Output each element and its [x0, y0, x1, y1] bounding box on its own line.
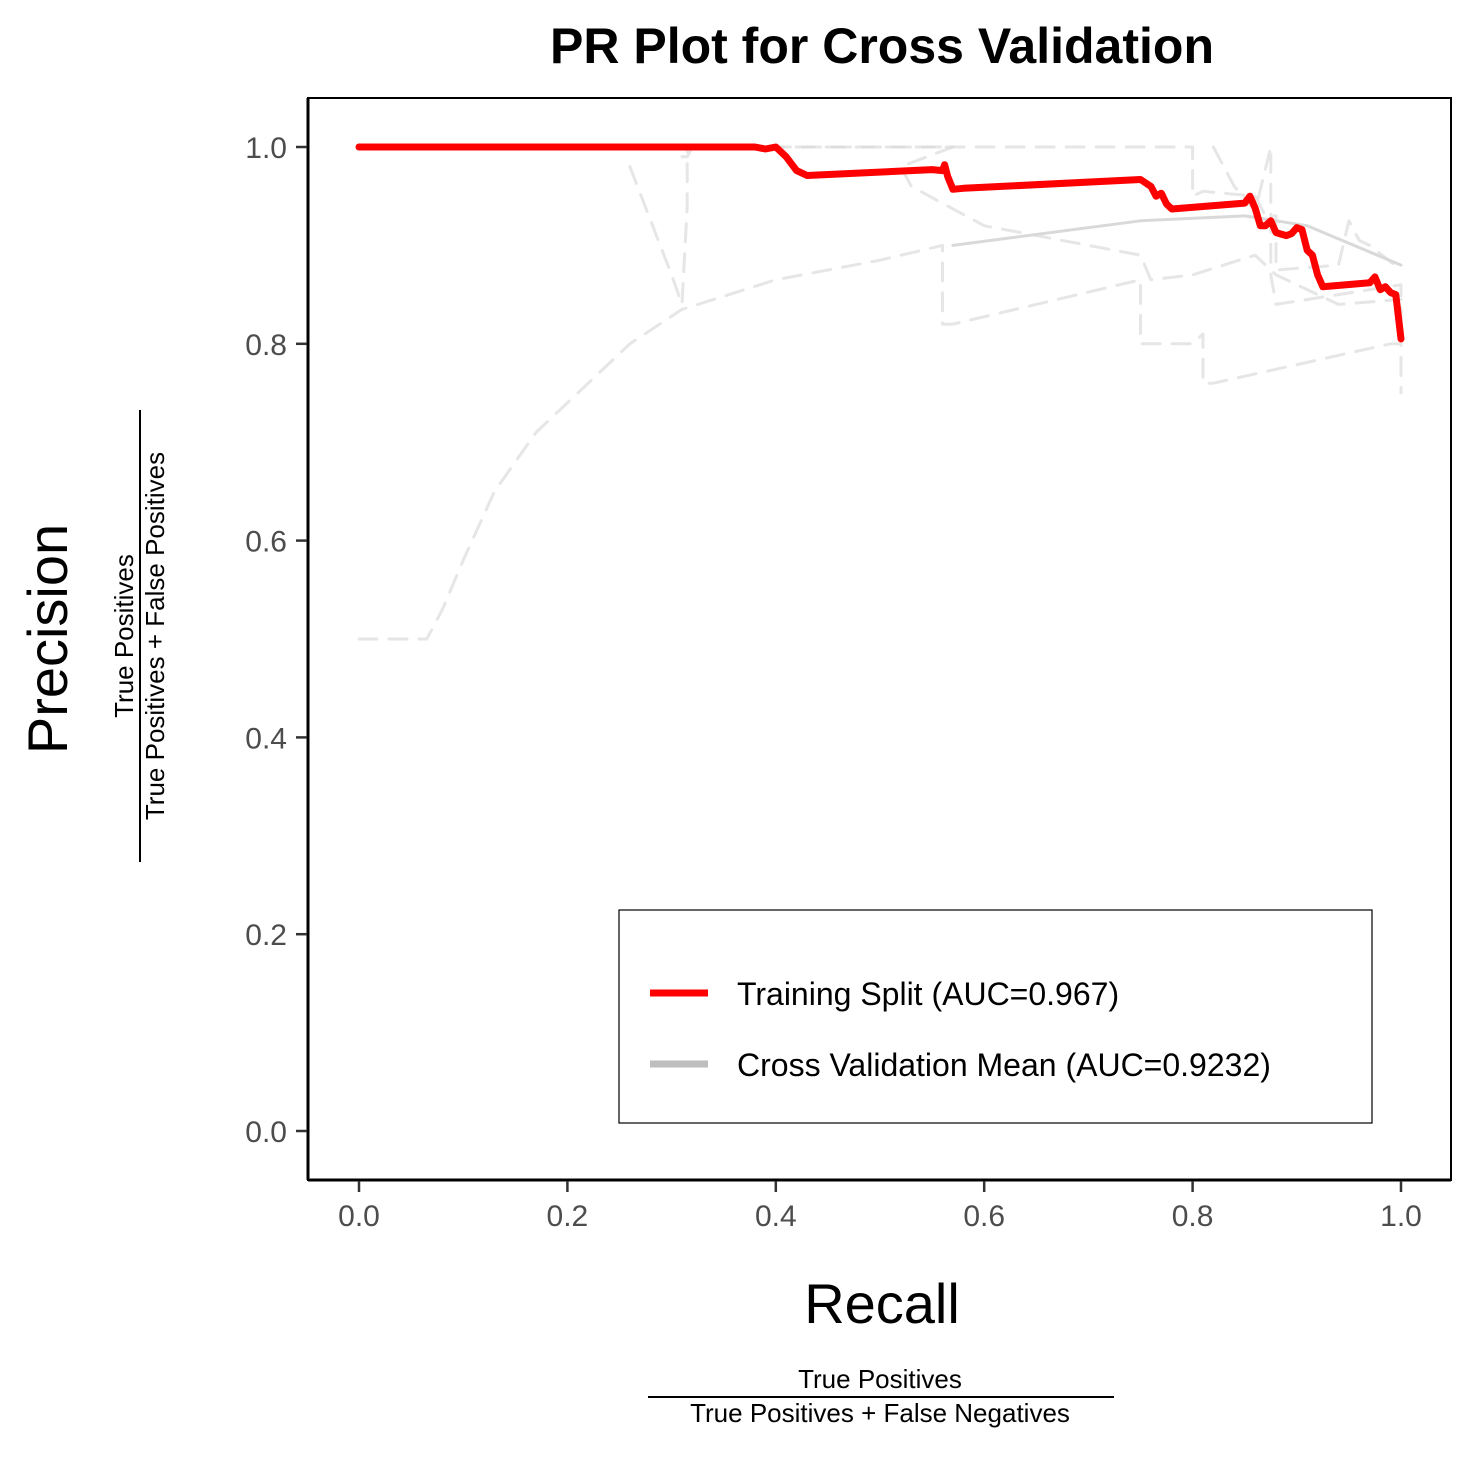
- series-line-cv-fold-2: [357, 243, 1403, 641]
- series-line-training-split: [355, 143, 1405, 343]
- x-tick-label: 0.4: [755, 1200, 797, 1233]
- x-tick-label: 0.0: [338, 1200, 380, 1233]
- x-axis-title: Recall: [804, 1272, 960, 1335]
- y-axis-title: Precision: [16, 524, 79, 754]
- legend-label-training: Training Split (AUC=0.967): [737, 976, 1119, 1012]
- y-tick-label: 1.0: [245, 132, 287, 165]
- y-tick-label: 0.0: [245, 1116, 287, 1149]
- x-formula-numerator: True Positives: [798, 1364, 962, 1394]
- legend-label-cv-mean: Cross Validation Mean (AUC=0.9232): [737, 1047, 1271, 1083]
- y-formula-denominator: True Positives + False Positives: [140, 452, 170, 820]
- curves-layer: [355, 143, 1405, 641]
- legend: Training Split (AUC=0.967) Cross Validat…: [618, 909, 1373, 1124]
- series-line-cv-fold-4: [680, 145, 1403, 272]
- y-tick-label: 0.2: [245, 919, 287, 952]
- y-tick-label: 0.6: [245, 526, 287, 559]
- y-formula-numerator: True Positives: [109, 554, 139, 718]
- series-line-cv-fold-3: [628, 145, 1403, 306]
- legend-box: [618, 909, 1373, 1124]
- x-tick-label: 0.8: [1172, 1200, 1214, 1233]
- y-tick-label: 0.8: [245, 329, 287, 362]
- chart-title: PR Plot for Cross Validation: [550, 18, 1214, 74]
- x-formula-denominator: True Positives + False Negatives: [690, 1398, 1070, 1428]
- series-line-cv-mean: [951, 214, 1403, 267]
- y-tick-label: 0.4: [245, 722, 287, 755]
- ticks-layer: 0.0 0.2 0.4 0.6 0.8 1.0 0.0 0.2 0.4 0.6 0.8 1.0: [245, 132, 1422, 1233]
- x-tick-label: 0.2: [547, 1200, 589, 1233]
- x-tick-label: 1.0: [1380, 1200, 1422, 1233]
- x-tick-label: 0.6: [963, 1200, 1005, 1233]
